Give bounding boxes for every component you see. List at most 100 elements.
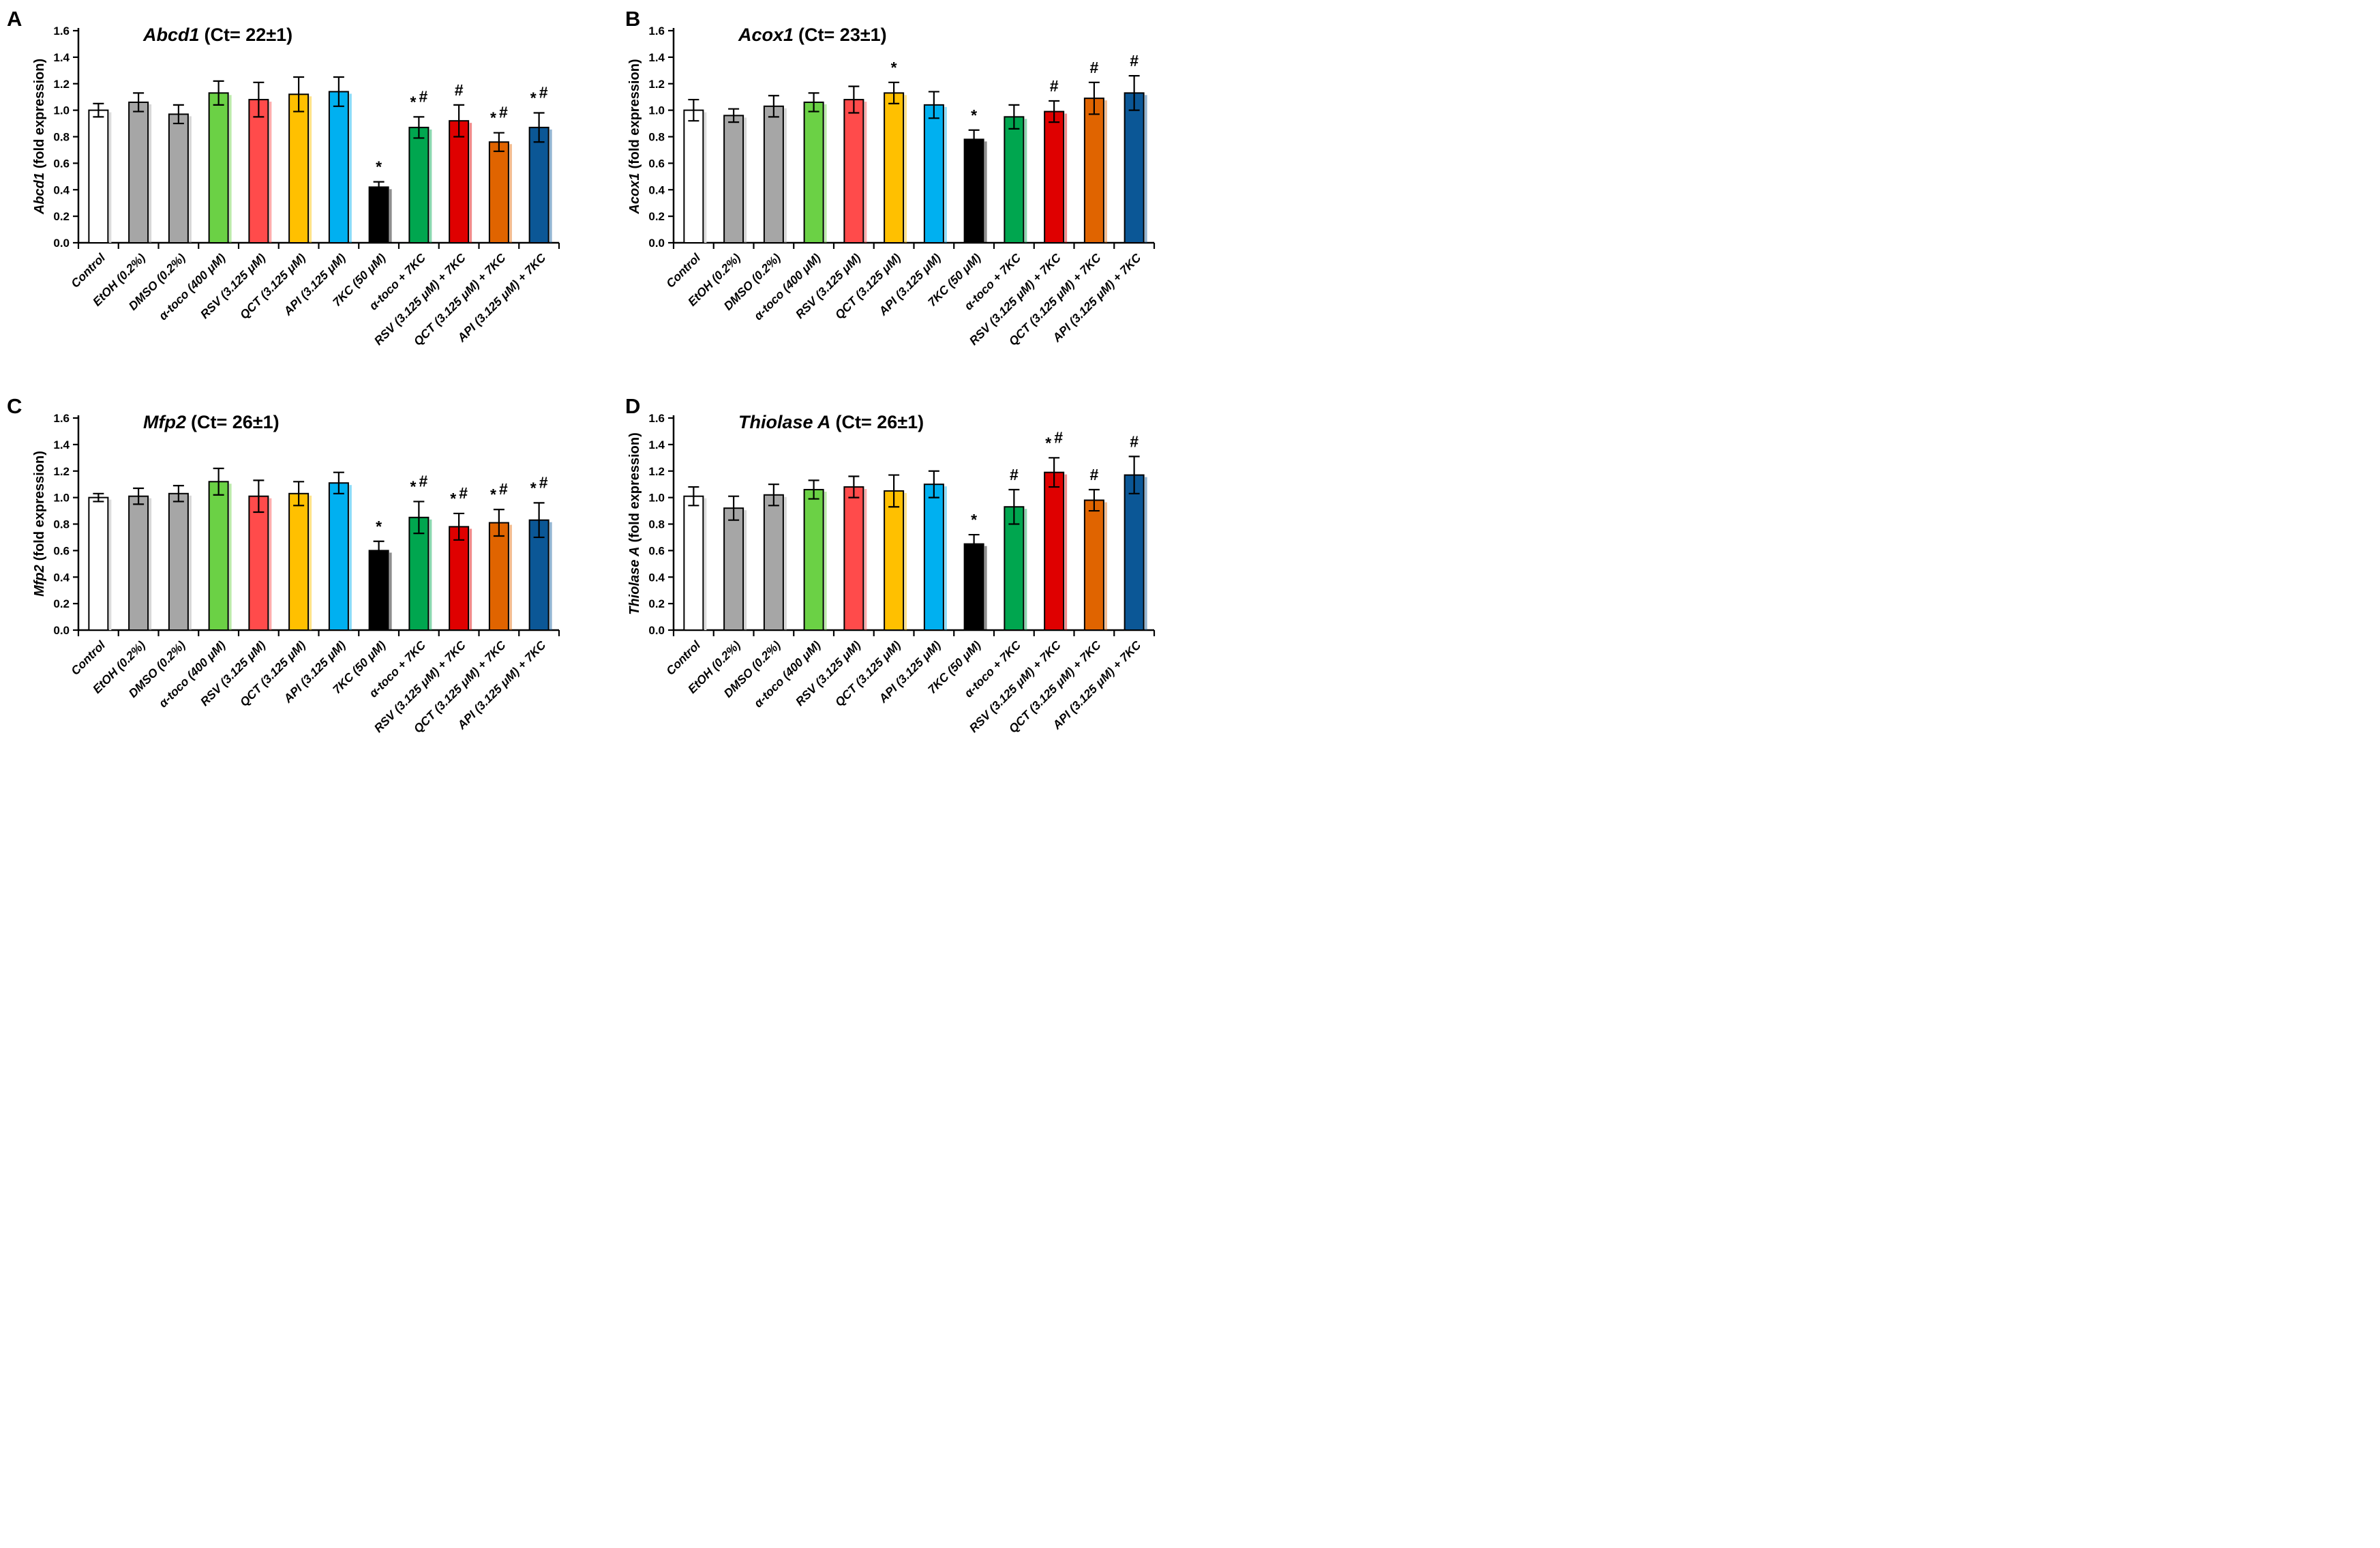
bar-shadow: [349, 93, 352, 243]
bar-shadow: [1145, 477, 1147, 630]
bar-shadow: [944, 486, 947, 630]
panel-b: B 0.0 0.2 0.4 0.6 0.8 1.0 1.2 1.4 1.6 Acox1 (Ct= 2…: [595, 0, 1190, 387]
significance-label: * #: [530, 84, 548, 107]
bar-shadow: [944, 106, 947, 243]
y-tick-label: 0.2: [53, 597, 70, 610]
bar-shadow: [229, 95, 232, 243]
bar-chart-svg: 0.0 0.2 0.4 0.6 0.8 1.0 1.2 1.4 1.6 Mfp2 (Ct= 26±1…: [32, 412, 560, 736]
bar-shadow: [1104, 502, 1107, 630]
bar: [763, 494, 784, 631]
y-tick-label: 1.0: [53, 104, 70, 117]
significance-label: * #: [490, 104, 508, 127]
bar: [1083, 98, 1104, 243]
significance-label: *: [376, 518, 382, 535]
bar-shadow: [1104, 100, 1107, 243]
y-tick-label: 0.8: [648, 131, 665, 144]
significance-label: #: [1130, 432, 1139, 450]
figure: A 0.0 0.2 0.4 0.6 0.8 1.0 1.2 1.4 1.6 Abcd1 (Ct= 2…: [0, 0, 1190, 775]
bar: [963, 543, 984, 631]
y-tick-label: 1.6: [53, 25, 70, 38]
bar-shadow: [389, 552, 392, 630]
chart-acox1: 0.0 0.2 0.4 0.6 0.8 1.0 1.2 1.4 1.6 Acox1 (Ct= 23±…: [595, 0, 1190, 387]
bar: [449, 526, 470, 631]
bar: [288, 492, 310, 631]
bar-shadow: [824, 491, 827, 630]
bar-shadow: [429, 519, 432, 630]
significance-label: #: [455, 81, 464, 99]
y-tick-label: 0.6: [53, 544, 70, 557]
y-tick-label: 1.6: [648, 25, 665, 38]
y-tick-label: 0.2: [648, 210, 665, 223]
panel-a: A 0.0 0.2 0.4 0.6 0.8 1.0 1.2 1.4 1.6 Abcd1 (Ct= 2…: [0, 0, 595, 387]
bar: [168, 113, 189, 243]
y-tick-label: 0.8: [53, 518, 70, 531]
bar: [88, 496, 109, 631]
panel-c: C 0.0 0.2 0.4 0.6 0.8 1.0 1.2 1.4 1.6 Mfp2 (Ct= 26…: [0, 387, 595, 775]
y-tick-label: 0.4: [53, 183, 70, 196]
bar-shadow: [309, 495, 312, 630]
y-tick-label: 1.6: [648, 412, 665, 425]
bar: [1124, 92, 1145, 243]
chart-title: Mfp2 (Ct= 26±1): [143, 412, 280, 432]
bar: [488, 522, 509, 631]
y-tick-label: 1.2: [53, 78, 70, 91]
significance-label: *: [971, 106, 977, 124]
bar-shadow: [984, 546, 987, 630]
bar-shadow: [189, 116, 192, 243]
y-tick-label: 0.4: [648, 571, 665, 584]
bar-shadow: [864, 489, 867, 630]
panel-letter-d: D: [625, 394, 641, 418]
bar: [963, 138, 984, 243]
y-tick-label: 0.6: [648, 157, 665, 170]
panel-letter-c: C: [7, 394, 22, 418]
y-tick-label: 0.4: [648, 183, 665, 196]
y-tick-label: 1.4: [53, 438, 70, 451]
significance-label: * #: [450, 484, 468, 507]
bar: [248, 495, 269, 631]
y-axis-label: Thiolase A(fold expression): [627, 432, 642, 615]
y-axis-label: Acox1(fold expression): [627, 59, 642, 214]
y-tick-label: 0.8: [648, 518, 665, 531]
bar: [843, 99, 864, 243]
bar-shadow: [904, 492, 907, 630]
bar: [488, 141, 509, 243]
bar: [208, 92, 229, 243]
bar: [208, 481, 229, 631]
bar-shadow: [904, 95, 907, 243]
bar-shadow: [864, 102, 867, 243]
significance-label: * #: [410, 87, 428, 110]
bar: [88, 109, 109, 243]
bar: [1044, 471, 1065, 631]
bar-shadow: [744, 117, 747, 243]
y-tick-label: 0.0: [648, 237, 665, 250]
y-tick-label: 1.0: [53, 492, 70, 505]
bar-shadow: [1145, 95, 1147, 243]
bar-chart-svg: 0.0 0.2 0.4 0.6 0.8 1.0 1.2 1.4 1.6 Thiolase A (Ct…: [627, 412, 1156, 736]
bar-shadow: [1064, 113, 1068, 243]
chart-thiolase-a: 0.0 0.2 0.4 0.6 0.8 1.0 1.2 1.4 1.6 Thiolase A (Ct…: [595, 387, 1190, 775]
bar: [449, 120, 470, 243]
bar: [248, 99, 269, 243]
y-tick-label: 0.6: [53, 157, 70, 170]
significance-label: #: [1130, 52, 1139, 70]
bar-chart-svg: 0.0 0.2 0.4 0.6 0.8 1.0 1.2 1.4 1.6 Abcd1 (Ct= 22±…: [32, 25, 560, 348]
significance-label: #: [1089, 59, 1098, 76]
panel-letter-b: B: [625, 7, 641, 31]
y-tick-label: 1.6: [53, 412, 70, 425]
bar-shadow: [704, 498, 707, 630]
y-tick-label: 1.2: [648, 465, 665, 478]
bar: [683, 109, 704, 243]
bar: [128, 495, 149, 631]
bar: [328, 482, 349, 631]
y-tick-label: 0.6: [648, 544, 665, 557]
bar-shadow: [108, 112, 112, 243]
significance-label: *: [891, 59, 897, 76]
bar-shadow: [509, 524, 512, 630]
bar-shadow: [269, 498, 272, 630]
y-tick-label: 0.2: [53, 210, 70, 223]
bar: [763, 105, 784, 243]
y-tick-label: 1.4: [648, 51, 665, 64]
bar-shadow: [269, 102, 272, 243]
y-tick-label: 1.0: [648, 104, 665, 117]
chart-title: Abcd1 (Ct= 22±1): [142, 25, 292, 45]
